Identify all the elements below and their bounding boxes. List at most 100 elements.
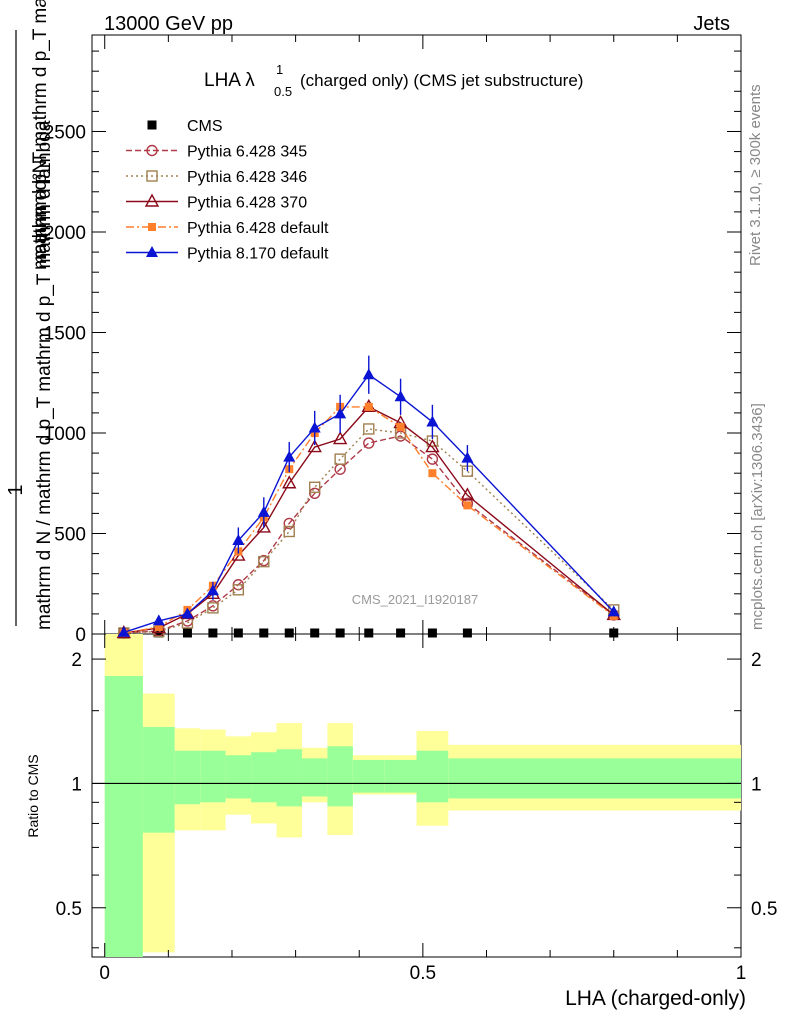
series-line-py6_345: [123, 435, 615, 634]
data-point-py8_default: [206, 584, 219, 596]
data-point-py8_default: [283, 450, 296, 462]
ratio-band-inner: [142, 726, 175, 833]
data-point-py6_370: [332, 431, 348, 445]
legend-marker: [146, 170, 158, 182]
data-point-cms: [208, 628, 218, 638]
data-point-py8_default: [426, 415, 439, 427]
ratio-bands: [92, 634, 741, 957]
y-tick-label: 2000: [44, 223, 86, 244]
x-tick-label: 0: [99, 963, 110, 984]
legend-label: Pythia 6.428 370: [187, 195, 307, 212]
ratio-y-tick-label-right: 2: [751, 650, 762, 671]
ratio-band-inner: [352, 759, 385, 793]
data-point-py6_346: [232, 584, 245, 596]
ratio-band-inner: [174, 750, 201, 805]
y-tick-label: 0: [75, 625, 86, 646]
data-point-cms: [609, 628, 619, 638]
legend-marker: [146, 144, 158, 157]
x-axis-label: LHA (charged-only): [565, 987, 746, 1010]
data-point-cms: [364, 628, 374, 638]
data-point-cms: [182, 628, 192, 638]
ratio-y-tick-label-right: 0.5: [751, 899, 777, 920]
data-point-cms: [335, 628, 345, 638]
data-point-cms: [310, 628, 320, 638]
y-tick-label: 1500: [44, 323, 86, 344]
data-point-py6_370: [425, 439, 440, 453]
title-rest: (charged only) (CMS jet substructure): [300, 71, 583, 90]
y-tick-label: 1000: [44, 424, 86, 445]
data-point-py6_370: [282, 475, 297, 489]
legend-entry-py6_346: Pythia 6.428 346: [126, 169, 307, 186]
series-py8_default: [117, 355, 620, 637]
mcplots-label: mcplots.cern.ch [arXiv:1306.3436]: [749, 403, 766, 630]
legend-entry-py6_370: Pythia 6.428 370: [126, 193, 307, 212]
legend-marker: [146, 246, 158, 257]
legend-entry-py6_default: Pythia 6.428 default: [126, 220, 329, 237]
legend: CMS Pythia 6.428 345 Pythia 6.428 346 Pythi…: [126, 118, 329, 263]
data-point-py8_default: [394, 390, 407, 402]
legend-label: CMS: [187, 118, 223, 135]
rivet-version-label: Rivet 3.1.10, ≥ 300k events: [747, 84, 764, 266]
data-point-py6_346: [258, 555, 270, 568]
data-point-py6_345: [363, 437, 375, 449]
data-point-py8_default: [117, 625, 130, 637]
data-point-cms: [284, 628, 294, 638]
data-point-py6_default: [463, 501, 472, 510]
ratio-band-inner: [384, 759, 417, 793]
energy-label: 13000 GeV pp: [104, 13, 233, 35]
legend-label: Pythia 6.428 default: [187, 220, 329, 237]
x-tick-label: 0.5: [410, 963, 436, 984]
legend-marker: [148, 223, 156, 231]
legend-entry-cms: CMS: [147, 118, 223, 135]
ratio-y-tick-label: 2: [71, 650, 82, 671]
data-point-cms: [233, 628, 243, 638]
data-point-py6_346: [207, 602, 219, 614]
main-y-axis-label: 1 mathrm d N / mathrm d p_T mathrm d p_T…: [5, 0, 55, 630]
data-point-py6_345: [426, 453, 439, 465]
ylabel-top-2: mathrm d p_T mathrm d p_T mathrm d lambd…: [30, 0, 51, 270]
data-point-py8_default: [607, 605, 620, 617]
ratio-band-inner: [276, 749, 302, 807]
data-point-cms: [259, 628, 269, 638]
legend-entry-py6_345: Pythia 6.428 345: [126, 144, 307, 161]
data-point-py6_370: [256, 519, 271, 533]
ratio-band-inner: [486, 758, 741, 799]
data-point-py6_default: [396, 422, 405, 431]
plot-title: LHA λ 1 0.5 (charged only) (CMS jet subs…: [204, 62, 583, 99]
ylabel-denominator: mathrm d N / mathrm d p_T mathrm d p_T m…: [34, 120, 55, 630]
ratio-band-inner: [327, 746, 353, 807]
legend-entry-py8_default: Pythia 8.170 default: [126, 246, 329, 263]
title-sub: 0.5: [274, 84, 292, 99]
data-point-py6_default: [154, 622, 163, 631]
analysis-watermark: CMS_2021_I1920187: [352, 592, 479, 607]
ratio-band-inner: [251, 752, 277, 803]
data-point-py6_346: [334, 453, 346, 465]
ratio-band-inner: [301, 758, 328, 797]
ratio-y-tick-label: 0.5: [56, 899, 82, 920]
data-point-py6_370: [460, 487, 475, 501]
data-point-py6_370: [307, 439, 322, 453]
legend-marker: [147, 120, 157, 130]
data-point-py6_346: [363, 423, 375, 435]
ratio-y-tick-label: 1: [71, 774, 82, 795]
ratio-band-inner: [416, 750, 449, 803]
data-point-py8_default: [461, 451, 474, 463]
data-point-py8_default: [257, 505, 270, 517]
legend-label: Pythia 6.428 346: [187, 169, 307, 186]
ratio-band-inner: [225, 755, 252, 799]
data-point-py6_default: [364, 402, 373, 411]
ratio-band-inner: [200, 750, 226, 803]
series-cms: [119, 628, 619, 638]
ratio-band-inner: [104, 675, 143, 957]
ratio-band-inner: [448, 758, 487, 799]
data-point-py8_default: [334, 407, 347, 419]
data-point-py8_default: [362, 368, 375, 380]
data-point-cms: [462, 628, 472, 638]
ylabel-top: mathrm d²N: [30, 160, 51, 260]
data-point-py6_default: [428, 469, 437, 478]
data-point-cms: [427, 628, 437, 638]
data-point-py8_default: [308, 421, 321, 433]
series: [116, 355, 621, 639]
